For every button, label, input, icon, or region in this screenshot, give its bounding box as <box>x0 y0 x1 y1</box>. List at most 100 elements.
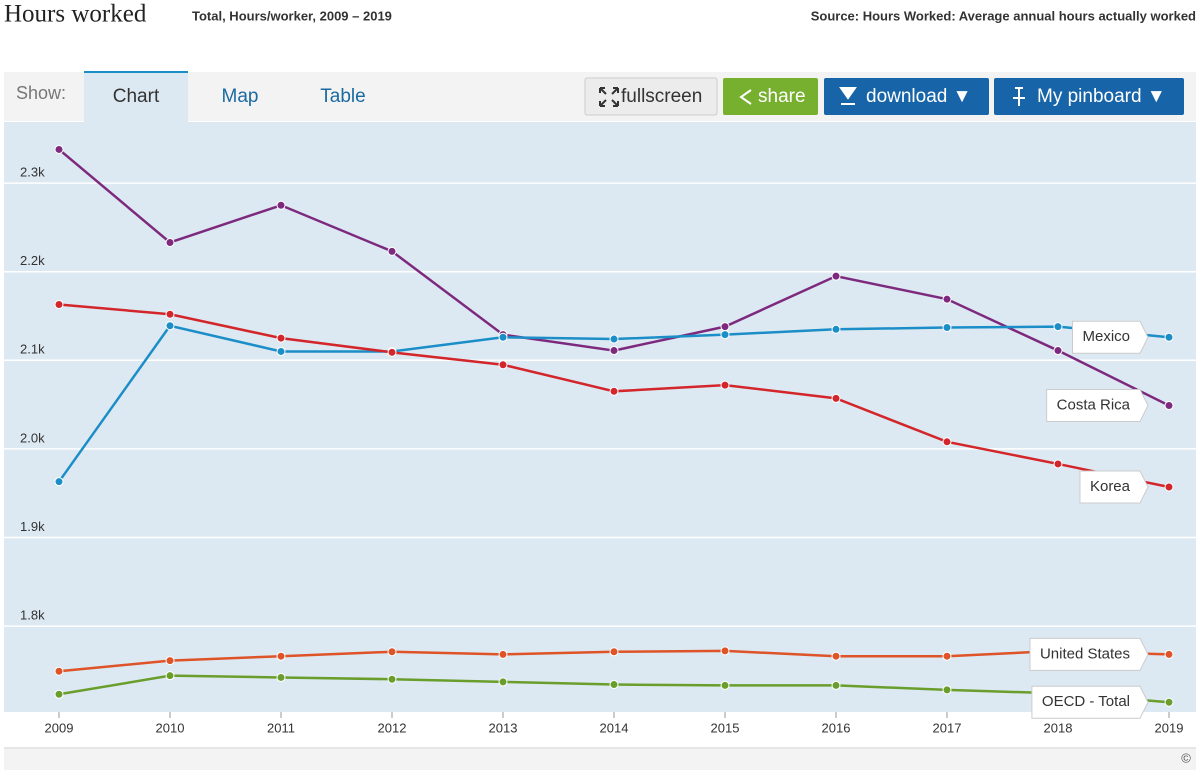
x-axis-area <box>4 712 1196 748</box>
data-point <box>1164 649 1174 659</box>
source: Source: Hours Worked: Average annual hou… <box>811 8 1196 23</box>
legend-label: Mexico <box>1082 328 1130 345</box>
data-point <box>54 477 64 487</box>
data-point <box>498 360 508 370</box>
data-point <box>720 380 730 390</box>
y-tick-label: 1.9k <box>20 519 45 534</box>
data-point <box>831 271 841 281</box>
button-bg <box>723 78 818 115</box>
legend-entry: OECD - Total <box>1031 685 1149 719</box>
data-point <box>1053 459 1063 469</box>
data-point <box>720 680 730 690</box>
data-point <box>942 437 952 447</box>
subtitle: Total, Hours/worker, 2009 – 2019 <box>192 8 392 23</box>
data-point <box>942 294 952 304</box>
legend-box <box>1031 685 1149 719</box>
data-point <box>54 689 64 699</box>
y-tick-label: 2.0k <box>20 430 45 445</box>
data-point <box>54 299 64 309</box>
data-point <box>387 647 397 657</box>
x-tick-label: 2015 <box>711 720 740 735</box>
legend-entry: United States <box>1029 637 1149 671</box>
data-point <box>498 332 508 342</box>
data-point <box>498 677 508 687</box>
button-label: My pinboard ▼ <box>1037 86 1166 107</box>
x-tick-label: 2012 <box>378 720 407 735</box>
data-point <box>831 393 841 403</box>
data-point <box>942 651 952 661</box>
data-point <box>609 647 619 657</box>
copyright: © <box>1181 750 1191 765</box>
title: Hours worked <box>4 1 147 28</box>
x-tick-label: 2014 <box>600 720 629 735</box>
x-tick-label: 2017 <box>933 720 962 735</box>
button-label: share <box>758 86 806 107</box>
active-tab-bg <box>84 72 188 122</box>
data-point <box>609 680 619 690</box>
legend-label: Costa Rica <box>1057 396 1131 413</box>
labels: Costa Rica Mexico Korea United States OECD -… <box>1029 320 1149 719</box>
legend-box <box>1071 320 1149 354</box>
data-point <box>1164 400 1174 410</box>
data-point <box>387 246 397 256</box>
data-point <box>720 322 730 332</box>
tab[interactable]: Table <box>320 86 365 107</box>
share-button[interactable]: share <box>723 78 818 115</box>
data-point <box>387 674 397 684</box>
legend-entry: Korea <box>1079 470 1149 504</box>
data-point <box>276 200 286 210</box>
data-point <box>609 386 619 396</box>
data-point <box>831 324 841 334</box>
show-label: Show: <box>16 83 66 103</box>
x-tick-label: 2018 <box>1044 720 1073 735</box>
data-point <box>609 334 619 344</box>
legend-box <box>1029 637 1149 671</box>
icon <box>739 89 752 105</box>
legend-label: United States <box>1040 645 1130 662</box>
data-point <box>831 651 841 661</box>
legend-label: OECD - Total <box>1042 693 1130 710</box>
data-point <box>165 671 175 681</box>
x-tick-label: 2010 <box>156 720 185 735</box>
data-point <box>54 144 64 154</box>
button-label: download ▼ <box>866 86 971 107</box>
pinboard-button[interactable]: My pinboard ▼ <box>994 78 1184 115</box>
grid: 1.8k 1.9k 2.0k 2.1k 2.2k 2.3k 2009 2010 2011 2012… <box>4 165 1196 735</box>
fullscreen-button[interactable]: fullscreen <box>584 77 718 116</box>
icon <box>599 87 619 107</box>
data-point <box>165 656 175 666</box>
download-button[interactable]: download ▼ <box>824 78 989 115</box>
data-point <box>165 237 175 247</box>
data-point <box>720 646 730 656</box>
icon <box>1013 87 1025 106</box>
y-tick-label: 1.8k <box>20 608 45 623</box>
legend-entry: Costa Rica <box>1046 388 1149 422</box>
data-point <box>1053 346 1063 356</box>
data-point <box>720 330 730 340</box>
lines <box>54 144 1174 707</box>
data-point <box>831 680 841 690</box>
x-tick-label: 2019 <box>1155 720 1184 735</box>
data-point <box>165 321 175 331</box>
data-point <box>387 347 397 357</box>
button-bg <box>824 78 989 115</box>
icon <box>839 87 857 105</box>
data-point <box>609 346 619 356</box>
data-point <box>276 672 286 682</box>
y-tick-label: 2.1k <box>20 342 45 357</box>
data-point <box>1053 322 1063 332</box>
tab[interactable]: Chart <box>113 86 160 107</box>
y-tick-label: 2.3k <box>20 165 45 180</box>
data-point <box>498 649 508 659</box>
legend-entry: Mexico <box>1071 320 1149 354</box>
button-bg <box>994 78 1184 115</box>
tab[interactable]: Map <box>222 86 259 107</box>
legend-label: Korea <box>1090 478 1131 495</box>
data-point <box>276 333 286 343</box>
x-tick-label: 2011 <box>267 720 295 735</box>
data-point <box>1164 697 1174 707</box>
data-point <box>942 685 952 695</box>
plot-area <box>4 122 1196 712</box>
data-point <box>1164 332 1174 342</box>
